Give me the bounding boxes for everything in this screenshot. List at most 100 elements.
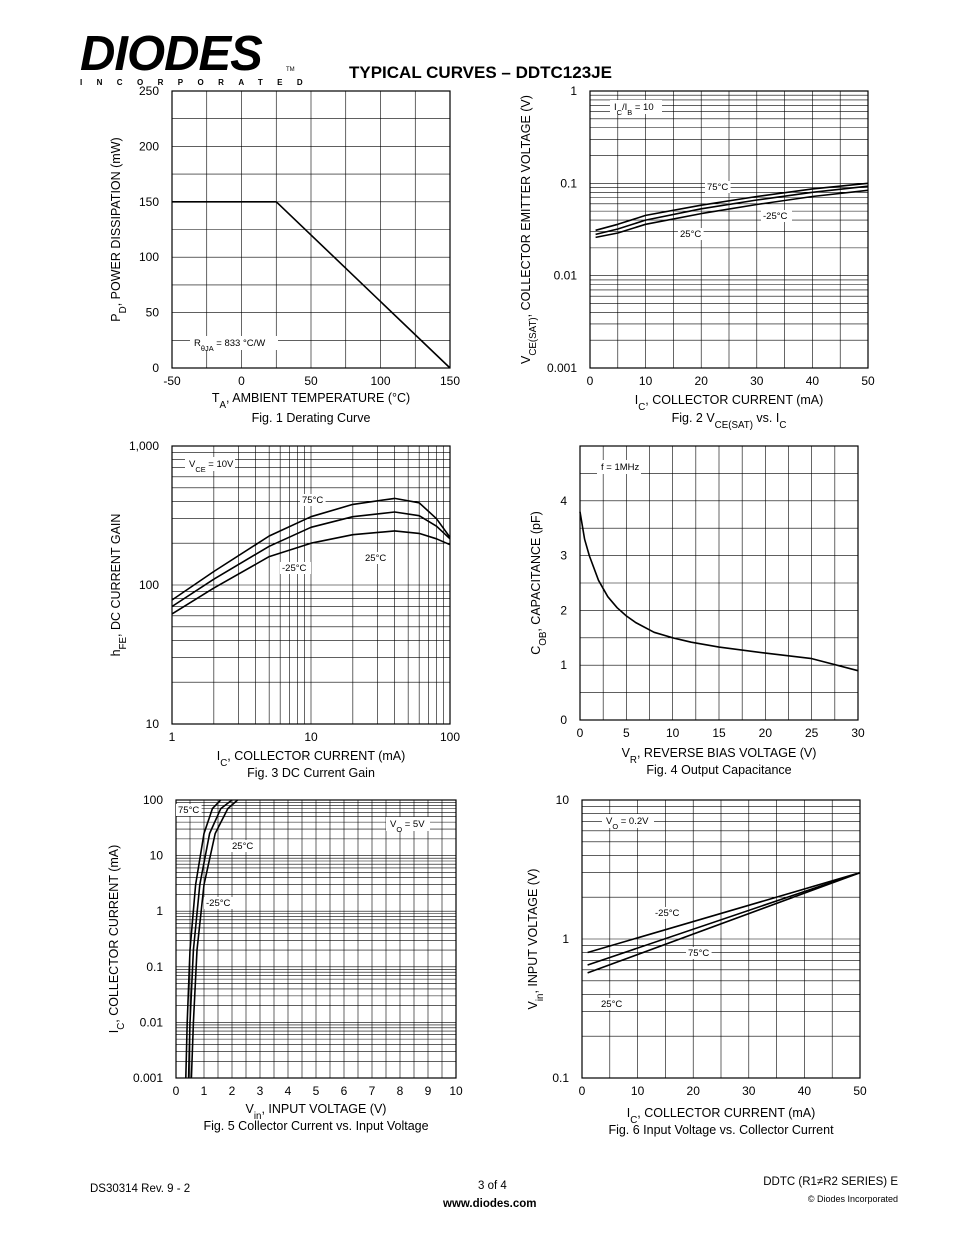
x-tick-label: 5 <box>313 1084 320 1098</box>
annotation-bg <box>610 100 662 114</box>
chart-fig2: 0 10 20 30 40 50 0.001 0.01 0.1 1 IC, COLLECTOR CU… <box>519 84 875 431</box>
series-line-25°C <box>187 799 233 1079</box>
x-tick-label: 0 <box>173 1084 180 1098</box>
plot-frame <box>171 445 451 725</box>
series-label-bg <box>280 562 311 574</box>
x-tick-label: 9 <box>425 1084 432 1098</box>
series-label-bg <box>363 552 389 564</box>
x-tick-label: 2 <box>229 1084 236 1098</box>
annotation-label: VCE = 10V <box>189 459 234 474</box>
y-tick-label: 10 <box>146 717 160 731</box>
y-tick-label: 150 <box>139 195 159 209</box>
y-tick-label: 1 <box>560 658 567 672</box>
y-tick-label: 1,000 <box>129 439 159 453</box>
annotation-label: f = 1MHz <box>601 462 640 473</box>
series-line-curve <box>579 511 859 672</box>
x-tick-label: 50 <box>853 1084 867 1098</box>
series-label: -25°C <box>763 211 788 222</box>
series-line--25°C <box>587 871 861 954</box>
annotation-label: RθJA = 833 °C/W <box>194 338 265 353</box>
y-axis-label: COB, CAPACITANCE (pF) <box>529 511 549 655</box>
y-tick-label: 0.001 <box>133 1071 163 1085</box>
chart-fig3: 1 10 100 10 100 1,000 IC, COLLECTOR CURRENT (m… <box>109 439 460 780</box>
series-label-bg <box>176 804 202 816</box>
annotation-label: IC/IB = 10 <box>614 102 654 117</box>
x-tick-label: 100 <box>370 374 390 388</box>
y-tick-label: 50 <box>146 306 160 320</box>
series-label: 25°C <box>232 841 253 852</box>
annotation-label: VO = 5V <box>390 819 425 834</box>
y-axis-label: VCE(SAT), COLLECTOR EMITTER VOLTAGE (V) <box>519 95 539 364</box>
figure-caption: Fig. 5 Collector Current vs. Input Volta… <box>203 1119 428 1133</box>
y-tick-label: 100 <box>139 578 159 592</box>
x-tick-label: 4 <box>285 1084 292 1098</box>
x-tick-label: 100 <box>440 730 460 744</box>
annotation-label: VO = 0.2V <box>606 816 649 831</box>
x-tick-label: 1 <box>201 1084 208 1098</box>
logo-subtitle: INCORPORATED <box>80 78 318 87</box>
x-tick-label: 20 <box>695 374 709 388</box>
x-tick-label: 20 <box>687 1084 701 1098</box>
logo-wordmark: DIODES <box>80 27 263 81</box>
chart-fig6: 0 10 20 30 40 50 0.1 1 10 IC, COLLECTOR CURRENT (… <box>526 793 867 1137</box>
x-tick-label: 0 <box>579 1084 586 1098</box>
series-line-25°C <box>595 185 869 236</box>
series-label-bg <box>705 181 731 193</box>
figure-caption: Fig. 3 DC Current Gain <box>247 766 375 780</box>
series-label-bg <box>678 228 704 240</box>
chart-fig1: -50 0 50 100 150 0 50 100 150 200 250 TA, AMBIENT T… <box>109 84 460 425</box>
series-label-bg <box>761 210 792 222</box>
y-tick-label: 10 <box>556 793 570 807</box>
figure-caption: Fig. 6 Input Voltage vs. Collector Curre… <box>608 1123 834 1137</box>
y-axis-label: hFE, DC CURRENT GAIN <box>109 514 129 657</box>
annotation-bg <box>602 814 654 828</box>
series-label-bg <box>300 494 326 506</box>
y-tick-label: 100 <box>143 793 163 807</box>
plot-frame <box>171 90 451 369</box>
series-line--25°C <box>595 189 869 239</box>
x-tick-label: 10 <box>449 1084 463 1098</box>
x-tick-label: 25 <box>805 726 819 740</box>
series-label: -25°C <box>655 908 680 919</box>
y-tick-label: 0.01 <box>140 1015 164 1029</box>
logo-trademark: TM <box>286 67 295 73</box>
y-tick-label: 200 <box>139 139 159 153</box>
x-tick-label: 150 <box>440 374 460 388</box>
x-tick-label: 20 <box>759 726 773 740</box>
x-tick-label: 3 <box>257 1084 264 1098</box>
y-tick-label: 0.001 <box>547 361 577 375</box>
page-number: 3 of 4 <box>478 1180 507 1192</box>
y-tick-label: 100 <box>139 250 159 264</box>
page-title: TYPICAL CURVES – DDTC123JE <box>349 63 612 82</box>
y-tick-label: 10 <box>150 849 164 863</box>
x-tick-label: 0 <box>587 374 594 388</box>
series-label-bg <box>686 947 712 959</box>
series-label: 75°C <box>178 805 199 816</box>
series-line-curve <box>172 201 451 369</box>
annotation-bg <box>597 460 641 474</box>
series-label-bg <box>599 998 625 1010</box>
annotation-bg <box>386 817 430 831</box>
x-tick-label: 30 <box>750 374 764 388</box>
x-tick-label: 50 <box>304 374 318 388</box>
plot-frame <box>589 90 869 369</box>
x-tick-label: 6 <box>341 1084 348 1098</box>
x-tick-label: 40 <box>806 374 820 388</box>
y-tick-label: 2 <box>560 603 567 617</box>
series-label: 25°C <box>680 229 701 240</box>
y-tick-label: 1 <box>562 932 569 946</box>
y-axis-label: Vin, INPUT VOLTAGE (V) <box>526 869 546 1010</box>
series-name: DDTC (R1≠R2 SERIES) E <box>763 1176 898 1188</box>
x-axis-label: IC, COLLECTOR CURRENT (mA) <box>217 749 406 769</box>
y-tick-label: 4 <box>560 494 567 508</box>
x-tick-label: 0 <box>238 374 245 388</box>
x-tick-label: 10 <box>639 374 653 388</box>
y-tick-label: 250 <box>139 84 159 98</box>
footer-url[interactable]: www.diodes.com <box>443 1198 537 1210</box>
figure-caption: Fig. 4 Output Capacitance <box>646 763 791 777</box>
series-line-75°C <box>185 799 222 1079</box>
series-label: 75°C <box>707 182 728 193</box>
chart-fig5: 0 1 2 3 4 5 6 7 8 9 10 0.001 0.01 0.1 1 10 100 Vin, INPUT… <box>107 793 463 1133</box>
